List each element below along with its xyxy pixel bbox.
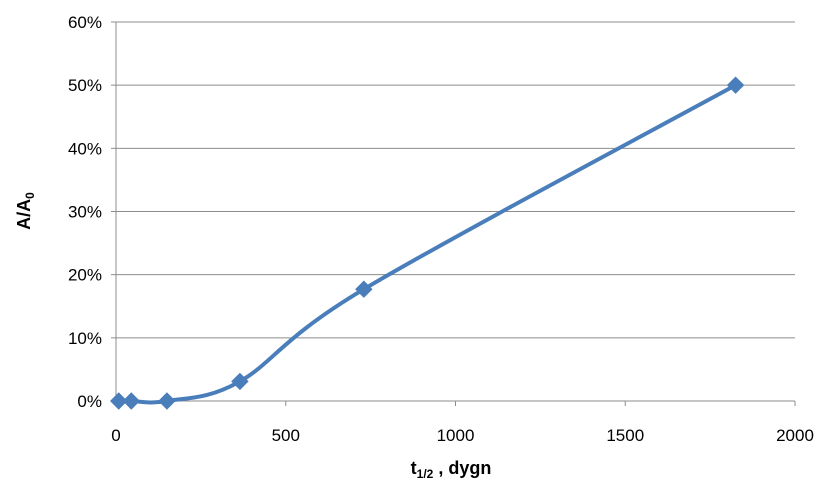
x-tick-label: 1000	[437, 426, 475, 445]
data-point-marker	[122, 392, 140, 410]
data-point-marker	[355, 280, 373, 298]
plot-area	[110, 76, 745, 410]
x-axis-title: t1/2 , dygn	[411, 458, 492, 481]
x-axis-title-subscript: 1/2	[417, 467, 434, 481]
data-point-marker	[231, 372, 249, 391]
y-tick-label: 40%	[68, 139, 102, 158]
series-line	[116, 83, 738, 405]
y-tick-label: 30%	[68, 203, 102, 222]
y-axis-title: A/A0	[14, 192, 37, 230]
y-tick-label: 20%	[68, 266, 102, 285]
x-tick-label: 2000	[776, 426, 814, 445]
gridlines	[116, 21, 795, 339]
x-tick-label: 1500	[606, 426, 644, 445]
data-point-marker	[158, 392, 176, 410]
x-axis-title-main: t	[411, 458, 417, 478]
y-tick-label: 60%	[68, 13, 102, 32]
tick-labels: 0% 10% 20% 30% 40% 50% 60% 0 500 1000 1500 2000	[68, 13, 814, 445]
x-tick-label: 0	[111, 426, 120, 445]
axes	[111, 21, 796, 406]
x-tick-label: 500	[272, 426, 300, 445]
data-point-marker	[726, 76, 745, 94]
y-tick-label: 10%	[68, 329, 102, 348]
data-point-marker	[110, 392, 128, 410]
x-axis-title-suffix: , dygn	[433, 458, 491, 478]
y-tick-label: 50%	[68, 76, 102, 95]
y-tick-label: 0%	[77, 392, 102, 411]
y-axis-title-subscript: 0	[23, 192, 37, 199]
y-axis-title-main: A/A	[14, 199, 34, 230]
